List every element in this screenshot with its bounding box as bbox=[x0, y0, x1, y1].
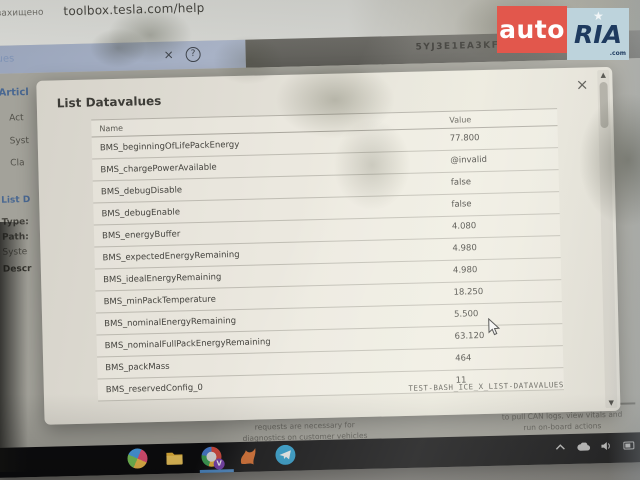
row-value: 77.800 bbox=[449, 133, 480, 144]
row-name: BMS_expectedEnergyRemaining bbox=[102, 249, 240, 264]
row-value: 464 bbox=[455, 353, 472, 364]
url-text[interactable]: toolbox.tesla.com/help bbox=[63, 0, 205, 19]
watermark-ria-box: RIA ★ .com bbox=[567, 8, 629, 60]
help-icon[interactable]: ? bbox=[185, 46, 201, 63]
battery-icon[interactable] bbox=[623, 441, 635, 450]
active-app-indicator bbox=[199, 469, 234, 474]
cloud-icon[interactable] bbox=[576, 441, 591, 451]
speaker-icon[interactable] bbox=[601, 441, 612, 451]
row-value: 4.980 bbox=[452, 265, 478, 276]
tab-close-icon[interactable]: × bbox=[163, 47, 174, 62]
row-value: false bbox=[451, 199, 472, 210]
profile-badge: V bbox=[213, 458, 225, 470]
watermark-auto-box: auto bbox=[497, 6, 567, 53]
row-value: 18.250 bbox=[453, 287, 484, 298]
file-explorer-icon[interactable] bbox=[164, 447, 184, 467]
row-value: 5.500 bbox=[453, 309, 479, 320]
row-name: BMS_nominalFullPackEnergyRemaining bbox=[104, 337, 271, 352]
row-name: BMS_nominalEnergyRemaining bbox=[104, 316, 237, 330]
scroll-up-icon[interactable]: ▲ bbox=[600, 70, 607, 80]
copilot-icon[interactable] bbox=[124, 445, 151, 472]
row-value: 4.080 bbox=[451, 221, 477, 232]
row-name: BMS_energyBuffer bbox=[101, 229, 181, 242]
close-icon[interactable]: × bbox=[575, 75, 589, 94]
datavalues-table: Name Value BMS_beginningOfLifePackEnergy… bbox=[91, 108, 564, 402]
star-icon: ★ bbox=[593, 9, 604, 23]
mouse-cursor-icon bbox=[487, 317, 501, 341]
row-value: false bbox=[450, 177, 472, 188]
row-name: BMS_chargePowerAvailable bbox=[100, 162, 217, 176]
windows-taskbar: V bbox=[0, 431, 640, 478]
chevron-up-icon[interactable] bbox=[555, 443, 565, 451]
watermark-domain: .com bbox=[609, 50, 626, 57]
telegram-icon[interactable] bbox=[275, 444, 296, 465]
security-label: захищено bbox=[0, 7, 44, 19]
row-name: BMS_packMass bbox=[105, 361, 170, 374]
row-name: BMS_reservedConfig_0 bbox=[105, 382, 204, 396]
scroll-down-icon[interactable]: ▼ bbox=[608, 398, 615, 407]
scrollbar-thumb[interactable] bbox=[599, 81, 609, 129]
row-name: BMS_debugDisable bbox=[100, 185, 183, 198]
list-datavalues-dialog: List Datavalues × Name Value BMS_beginni… bbox=[36, 66, 621, 425]
column-header-name: Name bbox=[99, 123, 124, 134]
row-value: 63.120 bbox=[454, 331, 485, 342]
watermark-ria-text: RIA bbox=[574, 19, 622, 49]
auto-ria-watermark: auto RIA ★ .com bbox=[497, 6, 629, 60]
row-value: @invalid bbox=[450, 154, 488, 166]
firefox-icon[interactable] bbox=[238, 446, 258, 466]
dialog-title: List Datavalues bbox=[56, 93, 162, 111]
row-value: 4.980 bbox=[452, 243, 477, 254]
column-header-value: Value bbox=[449, 115, 472, 125]
row-name: BMS_beginningOfLifePackEnergy bbox=[99, 139, 240, 154]
row-name: BMS_debugEnable bbox=[101, 207, 181, 220]
chrome-profile-icon[interactable]: V bbox=[201, 446, 225, 470]
system-tray bbox=[555, 440, 635, 452]
row-name: BMS_minPackTemperature bbox=[103, 294, 217, 308]
tab-label-fragment[interactable]: alues bbox=[0, 53, 15, 66]
row-name: BMS_idealEnergyRemaining bbox=[103, 272, 222, 286]
